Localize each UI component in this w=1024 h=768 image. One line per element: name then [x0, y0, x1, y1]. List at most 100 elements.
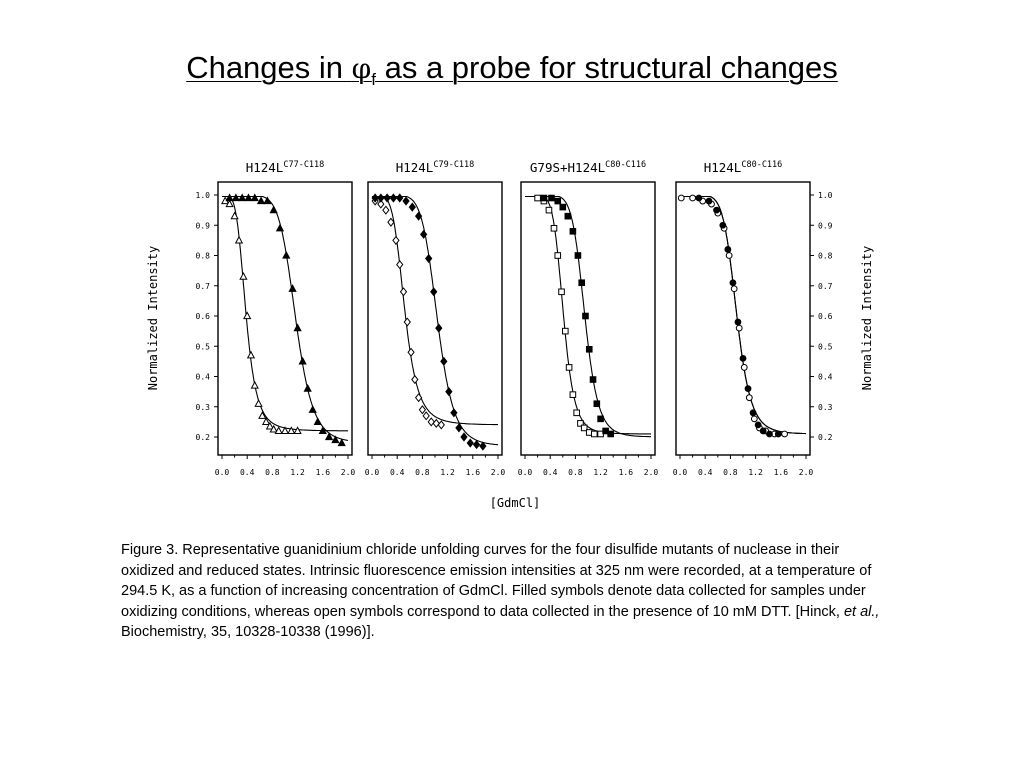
data-point-p1-s1-4 [239, 272, 248, 280]
data-point-p2-s1-1 [377, 199, 385, 209]
data-point-p2-s2-12 [440, 356, 448, 366]
panel-2-x-tick-label-3: 1.2 [440, 468, 455, 477]
data-point-p2-s2-3 [389, 193, 398, 203]
phi-symbol: φ [351, 52, 372, 85]
data-point-p4-s1-9 [740, 364, 748, 371]
data-point-p3-s1-10 [577, 420, 584, 427]
data-point-p2-s2-14 [450, 408, 458, 418]
panel-3-x-tick-label-2: 0.8 [568, 468, 583, 477]
data-point-p1-s2-11 [293, 323, 302, 332]
data-point-p3-s1-2 [545, 206, 553, 214]
slide-title-text: Changes in φf as a probe for structural … [186, 50, 838, 88]
data-point-p4-s2-0 [695, 194, 703, 202]
panel-4-y-tick-label-4: 0.6 [818, 312, 833, 321]
data-point-p2-s2-7 [414, 211, 423, 221]
panel-3-title-main: G79S+H124L [530, 160, 605, 175]
data-point-p1-s2-5 [256, 196, 266, 205]
data-point-p3-s2-1 [548, 194, 555, 202]
data-point-p4-s1-10 [745, 394, 753, 402]
data-point-p2-s1-5 [396, 259, 404, 270]
data-point-p1-s1-9 [258, 411, 267, 419]
panel-2-x-tick-label-0: 0.0 [365, 468, 380, 477]
panel-3-x-tick-label-4: 1.6 [619, 468, 634, 477]
data-point-p1-s1-11 [265, 421, 275, 430]
data-point-p1-s2-10 [288, 284, 297, 292]
data-point-p2-s2-16 [460, 432, 468, 442]
data-point-p4-s2-13 [774, 430, 782, 438]
data-point-p1-s1-12 [269, 424, 278, 433]
fit-curve-p4-s2 [680, 195, 806, 435]
data-point-p1-s1-14 [280, 426, 290, 435]
data-point-p1-s2-17 [324, 432, 334, 441]
data-point-p2-s2-9 [425, 253, 433, 264]
panel-1-y-tick-label-6: 0.8 [196, 252, 211, 261]
data-point-p1-s1-1 [225, 199, 234, 208]
panel-1-y-tick-label-2: 0.4 [196, 373, 211, 382]
data-point-p1-s1-10 [261, 417, 271, 425]
data-point-p4-s1-6 [725, 252, 733, 259]
data-point-p3-s1-3 [550, 224, 558, 232]
data-point-p1-s2-16 [318, 426, 327, 435]
panel-2-x-tick-label-4: 1.6 [466, 468, 481, 477]
panel-4-x-tick-label-3: 1.2 [748, 468, 763, 477]
panel-1-x-tick-label-4: 1.6 [316, 468, 331, 477]
panel-3-title-sup: C80-C116 [605, 160, 646, 170]
data-point-p1-s1-2 [230, 211, 239, 220]
data-point-p3-s2-12 [597, 415, 604, 423]
caption-citation: Biochemistry, 35, 10328-10338 (1996)]. [121, 624, 375, 640]
data-point-p2-s1-3 [387, 217, 395, 227]
panel-1-title: H124LC77-C118 [246, 160, 325, 175]
data-point-p3-s2-2 [554, 197, 562, 205]
data-point-p2-s1-2 [382, 205, 390, 215]
data-point-p4-s2-9 [749, 409, 757, 417]
data-point-p2-s2-1 [377, 193, 385, 203]
data-point-p1-s1-16 [293, 426, 302, 435]
figure-caption: Figure 3. Representative guanidinium chl… [121, 540, 893, 643]
panel-4-title: H124LC80-C116 [704, 160, 783, 175]
data-point-p2-s1-15 [437, 420, 445, 430]
panel-4-x-tick-label-0: 0.0 [673, 468, 688, 477]
data-point-p1-s1-6 [246, 350, 256, 359]
data-point-p4-s1-15 [781, 430, 788, 438]
data-point-p3-s1-9 [573, 409, 580, 417]
data-point-p1-s2-19 [337, 438, 346, 447]
data-point-p1-s1-15 [287, 426, 296, 435]
data-point-p1-s2-1 [231, 193, 240, 202]
data-point-p3-s1-7 [565, 364, 573, 371]
data-point-p2-s2-5 [402, 196, 410, 206]
data-point-p3-s2-7 [578, 279, 586, 287]
panel-1-y-tick-label-0: 0.2 [196, 433, 211, 442]
title-pre: Changes in [186, 50, 352, 85]
panel-4: H124LC80-C116 0.0 0.4 0.8 1.2 1.6 2.0 0.2 0.3 0.4… [673, 160, 874, 477]
data-point-p3-s2-14 [607, 430, 614, 438]
data-point-p4-s1-0 [677, 194, 685, 202]
data-point-p1-s2-12 [298, 356, 307, 365]
panel-3-title: G79S+H124LC80-C116 [530, 160, 646, 175]
panel-3-x-tick-label-3: 1.2 [593, 468, 608, 477]
panel-3: G79S+H124LC80-C116 0.0 0.4 0.8 1.2 1.6 2.0 [518, 160, 659, 477]
data-point-p3-s1-13 [591, 430, 598, 438]
panel-4-frame [675, 181, 811, 456]
panel-2-title-sup: C79-C118 [433, 160, 474, 170]
data-point-p2-s1-12 [422, 411, 430, 421]
panel-2-x-tick-label-1: 0.4 [390, 468, 405, 477]
caption-et-al: et al., [843, 603, 880, 620]
data-point-p3-s2-11 [593, 400, 601, 408]
data-point-p4-s1-1 [689, 194, 696, 202]
data-point-p4-s2-2 [713, 206, 720, 214]
data-point-p3-s2-9 [585, 345, 593, 353]
data-point-p1-s2-4 [250, 193, 259, 202]
data-point-p1-s2-7 [269, 205, 278, 214]
panel-3-x-tick-label-0: 0.0 [518, 468, 533, 477]
data-point-p2-s2-13 [445, 387, 453, 397]
panel-4-y-tick-label-3: 0.5 [818, 342, 833, 351]
panel-3-x-tick-label-1: 0.4 [543, 468, 558, 477]
panel-4-y-tick-label-7: 0.9 [818, 221, 833, 230]
caption-text: Figure 3. Representative guanidinium chl… [121, 542, 872, 620]
data-point-p2-s1-11 [418, 405, 427, 415]
data-point-p4-s1-7 [730, 285, 738, 293]
data-point-p3-s2-8 [582, 312, 589, 320]
fit-curve-p2-s1 [372, 195, 498, 426]
data-point-p1-s1-3 [234, 235, 244, 244]
